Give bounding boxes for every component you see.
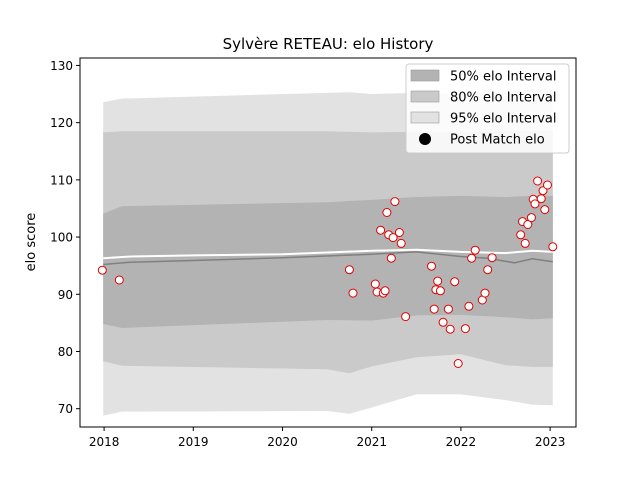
post-match-point	[536, 194, 546, 204]
y-axis-label: elo score	[24, 213, 39, 272]
trend-lines	[103, 248, 553, 266]
post-match-point	[394, 228, 404, 237]
post-match-point	[543, 180, 552, 190]
y-tick-label: 100	[50, 231, 73, 245]
post-match-point	[443, 304, 453, 314]
post-match-point	[388, 233, 398, 243]
post-match-point	[548, 242, 558, 252]
post-match-point	[487, 253, 497, 263]
legend-items: 50% elo Interval 80% elo Interval 95% elo …	[410, 69, 557, 148]
post-match-point	[540, 205, 550, 215]
band-50-elo-interval	[103, 195, 553, 328]
x-tick-label: 2018	[89, 435, 120, 449]
post-match-point	[427, 261, 436, 271]
plot-area	[97, 88, 558, 416]
post-match-point	[453, 359, 463, 368]
legend-swatch	[410, 69, 440, 82]
post-match-point	[97, 265, 107, 275]
x-tick-label: 2022	[446, 435, 477, 449]
legend-label: 50% elo Interval	[450, 70, 557, 85]
post-match-point	[516, 230, 526, 240]
post-match-point	[401, 312, 411, 322]
y-tick-label: 80	[58, 345, 73, 359]
chart-title: Sylvère RETEAU: elo History	[223, 35, 434, 53]
legend-marker	[419, 133, 431, 145]
legend-frame	[405, 63, 570, 154]
post-match-point	[435, 286, 445, 296]
post-match-point	[348, 288, 358, 298]
post-match-point	[483, 265, 493, 275]
post-match-point	[396, 238, 406, 248]
x-tick-label: 2021	[356, 435, 387, 449]
y-axis: 70 80 90 100 110 120 130	[50, 59, 80, 416]
post-match-point	[523, 220, 533, 229]
post-match-point	[370, 279, 380, 289]
post-match-point	[386, 253, 396, 263]
legend-swatch	[410, 90, 440, 103]
axes-frame	[79, 57, 577, 428]
post-match-point	[533, 176, 543, 186]
legend-swatch	[410, 111, 440, 124]
post-match-point	[429, 304, 439, 314]
post-match-point	[530, 199, 540, 209]
legend-label: 95% elo Interval	[450, 112, 557, 127]
post-match-point	[390, 197, 400, 207]
legend-label: Post Match elo	[450, 133, 545, 148]
post-match-point	[470, 245, 480, 255]
x-tick-label: 2023	[535, 435, 566, 449]
post-match-point	[460, 324, 470, 334]
y-tick-label: 130	[50, 59, 73, 73]
median-line	[103, 251, 553, 266]
post-match-point	[376, 225, 386, 235]
post-match-point	[450, 277, 460, 287]
post-match-point	[464, 301, 474, 311]
post-match-point	[467, 253, 477, 263]
post-match-point	[344, 265, 354, 275]
post-match-point	[382, 208, 392, 217]
y-tick-label: 90	[58, 288, 73, 302]
post-match-point	[438, 317, 448, 327]
post-match-point	[433, 276, 443, 286]
mean-line	[103, 248, 553, 260]
x-axis: 2018 2019 2020 2021 2022 2023	[89, 427, 566, 449]
x-tick-label: 2019	[178, 435, 209, 449]
y-tick-label: 110	[50, 173, 73, 187]
legend-label: 80% elo Interval	[450, 91, 557, 106]
post-match-point	[520, 238, 530, 248]
post-match-point	[480, 288, 490, 298]
post-match-point	[526, 213, 536, 223]
x-tick-label: 2020	[267, 435, 298, 449]
legend: 50% elo Interval 80% elo Interval 95% elo …	[405, 63, 570, 154]
post-match-point	[114, 275, 124, 285]
post-match-points	[97, 176, 558, 368]
y-tick-label: 120	[50, 116, 73, 130]
post-match-point	[445, 324, 455, 334]
y-tick-label: 70	[58, 402, 73, 416]
post-match-point	[380, 286, 390, 296]
